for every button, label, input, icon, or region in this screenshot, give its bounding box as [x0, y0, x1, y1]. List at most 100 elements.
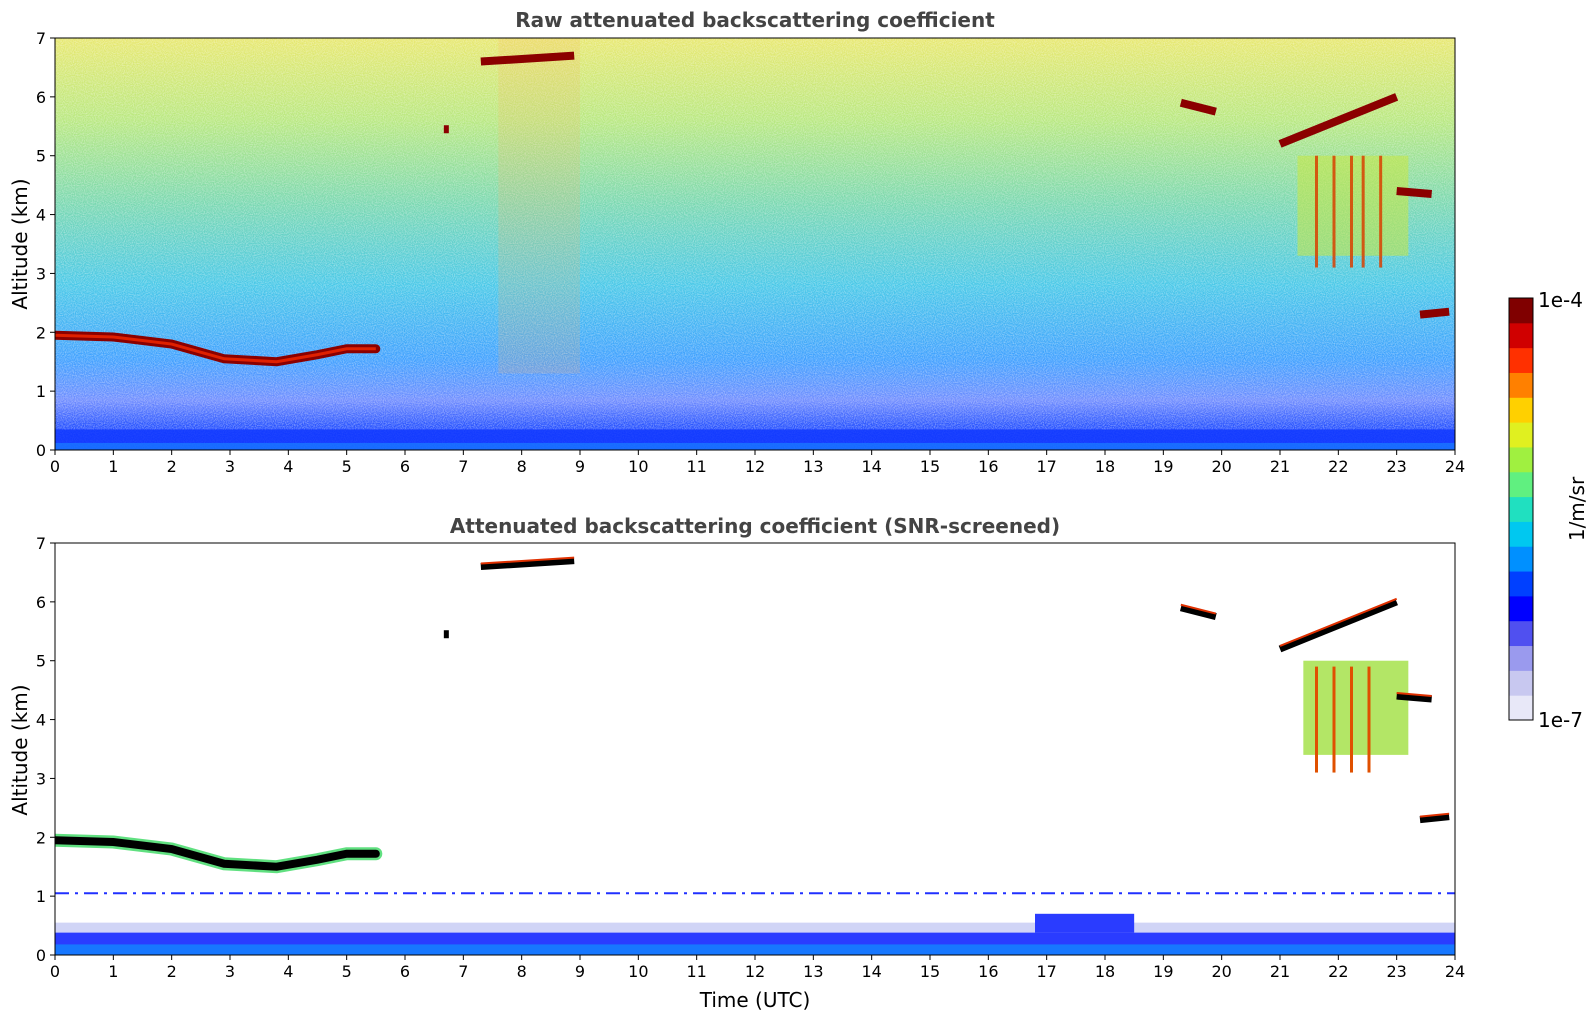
- y-tick-label: 7: [36, 29, 46, 48]
- x-tick-label: 4: [283, 962, 293, 981]
- x-tick-label: 11: [686, 962, 706, 981]
- x-tick-label: 0: [50, 962, 60, 981]
- x-tick-label: 24: [1445, 962, 1465, 981]
- y-tick-label: 1: [36, 887, 46, 906]
- x-tick-label: 4: [283, 457, 293, 476]
- x-tick-label: 15: [920, 962, 940, 981]
- x-tick-label: 6: [400, 457, 410, 476]
- x-tick-label: 12: [745, 457, 765, 476]
- y-tick-label: 4: [36, 711, 46, 730]
- y-tick-label: 0: [36, 946, 46, 965]
- colorbar-frame: [1508, 297, 1534, 721]
- cloud-patch: [1396, 187, 1433, 198]
- x-tick-label: 10: [628, 457, 648, 476]
- screened-elevated-aerosol: [1035, 913, 1135, 933]
- colorbar-unit-label: 1/m/sr: [1565, 476, 1589, 541]
- x-tick-label: 7: [458, 457, 468, 476]
- x-tick-label: 2: [167, 962, 177, 981]
- x-tick-label: 5: [342, 962, 352, 981]
- virga-streak: [1361, 155, 1365, 268]
- cloud-patch: [1278, 93, 1399, 148]
- panel1-features: [55, 38, 1455, 450]
- panel2-features: [55, 556, 1455, 955]
- virga-streak: [1350, 155, 1353, 268]
- colorbar-swatch: [1509, 620, 1533, 647]
- cloud-patch: [1179, 98, 1217, 116]
- x-tick-label: 2: [167, 457, 177, 476]
- panel1-noise: [55, 38, 1455, 450]
- panel2-title: Attenuated backscattering coefficient (S…: [450, 514, 1060, 538]
- x-tick-label: 1: [108, 962, 118, 981]
- cloud-patch: [480, 51, 575, 66]
- screened-cloud-patch: [480, 557, 575, 571]
- screened-cloud-patch-edge: [480, 556, 575, 565]
- colorbar-swatch: [1509, 670, 1533, 696]
- y-tick-label: 3: [36, 769, 46, 788]
- colorbar-swatch: [1509, 347, 1533, 373]
- colorbar-swatch: [1509, 496, 1533, 522]
- x-tick-label: 19: [1153, 962, 1173, 981]
- x-tick-label: 6: [400, 962, 410, 981]
- screened-cloud-patch: [1278, 598, 1398, 653]
- colorbar-swatch: [1509, 397, 1533, 423]
- panel1-heatmap: [55, 38, 1455, 450]
- screened-cloud-speck: [443, 630, 449, 639]
- panel1-x-ticks: 0 1 2 3 4 5 6 7 8 9 10 11 12 13 14 15 16 17 18 19 20 21 22 23 24: [50, 450, 1465, 476]
- cloud-patch: [1419, 307, 1450, 319]
- screened-virga-streak: [1350, 666, 1353, 773]
- x-tick-label: 22: [1328, 962, 1348, 981]
- panel1-title: Raw attenuated backscattering coefficien…: [515, 8, 995, 32]
- x-tick-label: 18: [1095, 457, 1115, 476]
- y-tick-label: 7: [36, 534, 46, 553]
- screened-virga-streak: [1332, 666, 1336, 773]
- x-tick-label: 17: [1036, 457, 1056, 476]
- screened-backscatter-panel: Attenuated backscattering coefficient (S…: [8, 514, 1465, 1012]
- colorbar-min-label: 1e-7: [1538, 708, 1583, 732]
- y-tick-label: 3: [36, 264, 46, 283]
- x-tick-label: 17: [1036, 962, 1056, 981]
- colorbar-swatch: [1509, 372, 1533, 398]
- colorbar-swatch: [1509, 298, 1533, 324]
- x-tick-label: 20: [1211, 457, 1231, 476]
- screened-cloud-patch-edge: [1419, 812, 1450, 818]
- y-tick-label: 6: [36, 88, 46, 107]
- x-tick-label: 21: [1270, 962, 1290, 981]
- colorbar-swatch: [1509, 422, 1533, 448]
- y-tick-label: 1: [36, 382, 46, 401]
- panel2-y-label: Altitude (km): [8, 684, 32, 815]
- y-tick-label: 5: [36, 652, 46, 671]
- colorbar-swatch: [1509, 546, 1533, 572]
- raw-backscatter-panel: Raw attenuated backscattering coefficien…: [8, 8, 1465, 476]
- y-tick-label: 2: [36, 323, 46, 342]
- x-tick-label: 18: [1095, 962, 1115, 981]
- cloud-speck: [443, 125, 449, 134]
- cloud-layer-core: [55, 333, 376, 364]
- x-tick-label: 19: [1153, 457, 1173, 476]
- y-tick-label: 6: [36, 593, 46, 612]
- x-tick-label: 21: [1270, 457, 1290, 476]
- colorbar-max-label: 1e-4: [1538, 288, 1583, 312]
- colorbar-swatch: [1509, 571, 1533, 597]
- x-tick-label: 13: [803, 457, 823, 476]
- x-tick-label: 7: [458, 962, 468, 981]
- panel2-y-ticks: 0 1 2 3 4 5 6 7: [36, 534, 55, 965]
- screened-cloud-patch-edge: [1180, 603, 1217, 615]
- screened-cloud-patch: [1179, 604, 1217, 620]
- colorbar: 1e-4 1e-7 1/m/sr: [1508, 288, 1589, 732]
- panel2-heatmap: [55, 543, 1455, 955]
- screened-virga-streak: [1315, 666, 1318, 773]
- x-tick-label: 22: [1328, 457, 1348, 476]
- x-tick-label: 14: [861, 457, 881, 476]
- y-tick-label: 2: [36, 828, 46, 847]
- panel1-y-label: Altitude (km): [8, 178, 32, 309]
- x-tick-label: 1: [108, 457, 118, 476]
- y-tick-label: 4: [36, 206, 46, 225]
- x-tick-label: 23: [1386, 457, 1406, 476]
- x-tick-label: 24: [1445, 457, 1465, 476]
- x-tick-label: 0: [50, 457, 60, 476]
- panel2-x-ticks: 0 1 2 3 4 5 6 7 8 9 10 11 12 13 14 15 16 17 18 19 20 21 22 23 24: [50, 955, 1465, 981]
- x-tick-label: 13: [803, 962, 823, 981]
- x-tick-label: 20: [1211, 962, 1231, 981]
- x-tick-label: 23: [1386, 962, 1406, 981]
